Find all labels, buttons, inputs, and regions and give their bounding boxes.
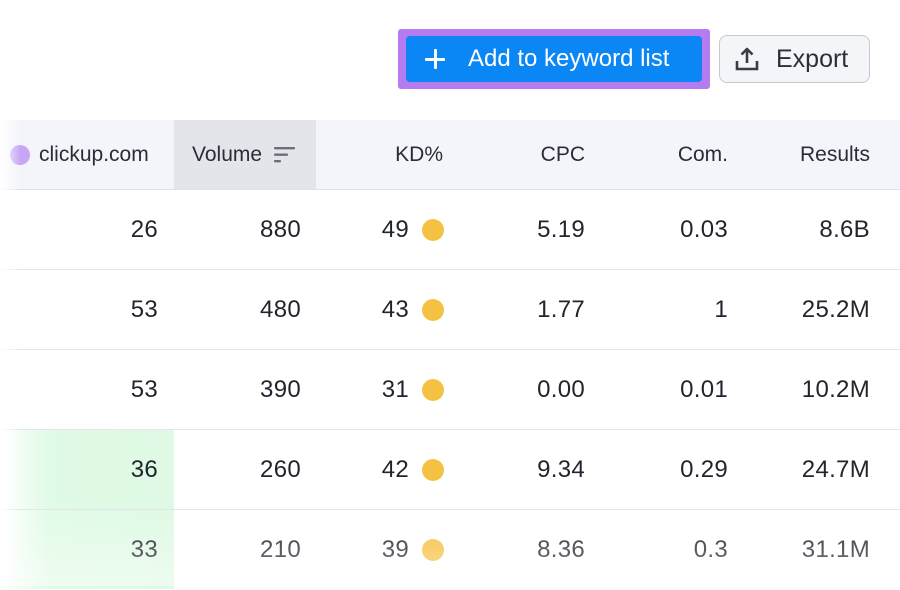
column-header-com[interactable]: Com. [620, 120, 728, 189]
kd-indicator-dot [422, 298, 444, 321]
volume-cell: 260 [260, 455, 301, 483]
table-row: 36 260 42 9.34 0.29 24.7M [0, 430, 900, 510]
kd-label: KD% [395, 142, 443, 166]
kd-value: 42 [381, 455, 409, 483]
table-row: 53 480 43 1.77 1 25.2M [0, 270, 900, 350]
cpc-cell: 8.36 [537, 535, 585, 563]
cpc-label: CPC [540, 142, 585, 166]
com-cell: 0.3 [693, 535, 728, 563]
kd-cell: 31 [340, 350, 444, 429]
volume-cell: 390 [260, 375, 301, 403]
position-cell: 53 [130, 295, 158, 323]
kd-value: 31 [381, 375, 409, 403]
position-highlight [0, 430, 174, 509]
export-button[interactable]: Export [719, 35, 870, 83]
kd-cell: 43 [340, 270, 444, 349]
volume-label: Volume [192, 142, 263, 166]
plus-icon [424, 48, 446, 70]
cpc-cell: 0.00 [537, 375, 585, 403]
results-cell: 24.7M [801, 455, 870, 483]
results-cell: 8.6B [819, 215, 870, 243]
kd-cell: 39 [340, 510, 444, 589]
column-header-results[interactable]: Results [760, 120, 870, 189]
kd-indicator-dot [422, 378, 444, 401]
results-label: Results [799, 142, 870, 166]
table-row: 33 210 39 8.36 0.3 31.1M [0, 510, 900, 590]
position-cell: 53 [130, 375, 158, 403]
cpc-cell: 5.19 [537, 215, 585, 243]
results-cell: 10.2M [801, 375, 870, 403]
kd-value: 49 [381, 215, 409, 243]
position-highlight [0, 510, 174, 589]
kd-indicator-dot [422, 218, 444, 241]
add-to-keyword-list-button[interactable]: Add to keyword list [406, 36, 702, 82]
cpc-cell: 9.34 [537, 455, 585, 483]
add-button-label: Add to keyword list [468, 45, 670, 72]
volume-cell: 480 [260, 295, 301, 323]
table-row: 53 390 31 0.00 0.01 10.2M [0, 350, 900, 430]
results-cell: 31.1M [801, 535, 870, 563]
domain-label: clickup.com [39, 142, 149, 166]
column-header-cpc[interactable]: CPC [480, 120, 585, 189]
position-cell: 36 [130, 455, 158, 483]
position-cell: 33 [130, 535, 158, 563]
kd-value: 43 [381, 295, 409, 323]
table-header: clickup.com Volume KD% CPC Com. Results [0, 120, 900, 190]
column-header-volume[interactable]: Volume [174, 120, 316, 189]
kd-cell: 42 [340, 430, 444, 509]
kd-cell: 49 [340, 190, 444, 269]
kd-indicator-dot [422, 538, 444, 561]
position-cell: 26 [130, 215, 158, 243]
com-cell: 0.29 [680, 455, 728, 483]
toolbar: Add to keyword list Export [0, 0, 900, 110]
column-header-domain[interactable]: clickup.com [10, 120, 170, 189]
com-label: Com. [677, 142, 728, 166]
kd-value: 39 [381, 535, 409, 563]
com-cell: 0.01 [680, 375, 728, 403]
com-cell: 1 [714, 295, 728, 323]
table-row: 26 880 49 5.19 0.03 8.6B [0, 190, 900, 270]
export-button-label: Export [776, 44, 849, 73]
sort-icon [274, 146, 296, 162]
column-header-kd[interactable]: KD% [340, 120, 443, 189]
domain-color-dot [10, 144, 30, 165]
export-icon [735, 47, 759, 71]
kd-indicator-dot [422, 458, 444, 481]
volume-cell: 210 [260, 535, 301, 563]
com-cell: 0.03 [680, 215, 728, 243]
volume-cell: 880 [260, 215, 301, 243]
cpc-cell: 1.77 [537, 295, 585, 323]
results-cell: 25.2M [801, 295, 870, 323]
